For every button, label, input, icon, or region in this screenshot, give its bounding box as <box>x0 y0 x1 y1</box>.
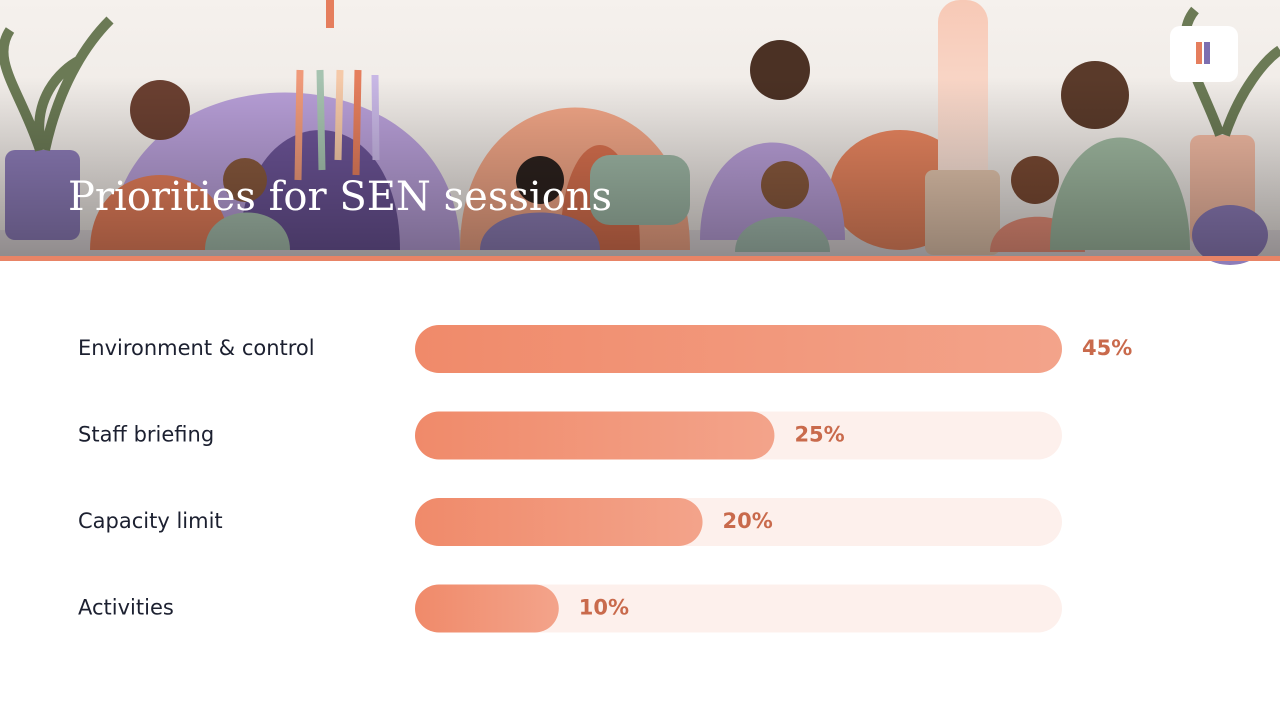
header-illustration <box>0 0 1280 265</box>
bar <box>415 498 703 546</box>
value-label: 45% <box>1082 336 1132 360</box>
value-label: 10% <box>579 596 629 620</box>
bar-track <box>415 584 1062 633</box>
bar <box>415 584 559 633</box>
value-label: 20% <box>723 509 773 533</box>
category-label: Staff briefing <box>78 423 214 447</box>
category-label: Capacity limit <box>78 509 223 533</box>
category-label: Environment & control <box>78 336 315 360</box>
chart-title: Priorities for SEN sessions <box>68 174 612 220</box>
category-label: Activities <box>78 596 174 620</box>
value-label: 25% <box>794 423 844 447</box>
bar <box>415 325 1062 373</box>
header-rule <box>0 256 1280 261</box>
bar <box>415 411 775 460</box>
